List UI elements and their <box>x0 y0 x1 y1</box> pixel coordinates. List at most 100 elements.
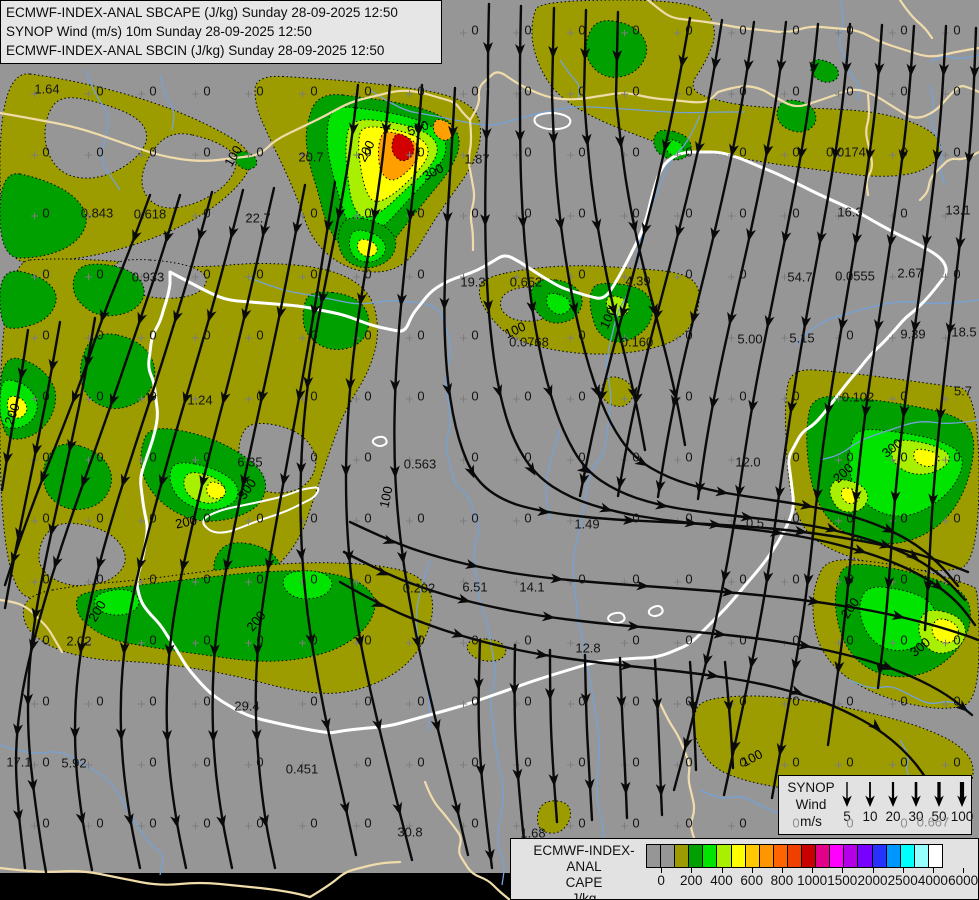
streamline-arrowhead-icon <box>568 301 579 316</box>
graticule-cross <box>567 90 574 98</box>
streamline-arrowhead-icon <box>579 472 590 487</box>
wind-scale-column: 5 <box>835 780 859 824</box>
graticule-cross <box>460 90 467 98</box>
graticule-cross <box>674 212 681 220</box>
cape-color-bar <box>646 844 943 868</box>
cape-tick <box>872 868 874 873</box>
streamline-arrowhead-icon <box>280 472 290 487</box>
graticule-cross <box>567 639 574 647</box>
graticule-cross <box>513 334 520 342</box>
river <box>929 54 979 63</box>
lake-outline-white <box>371 435 388 447</box>
graticule-cross <box>513 395 520 403</box>
streamline-arrowhead-icon <box>545 688 555 701</box>
streamline-arrowhead-icon <box>803 573 814 587</box>
streamline <box>616 18 724 498</box>
wind-down-arrow-icon <box>934 782 944 807</box>
streamline-arrowhead-icon <box>627 620 641 631</box>
streamline-arrowhead-icon <box>83 354 94 369</box>
graticule-cross <box>31 761 38 769</box>
wind-speed-label: 100 <box>950 809 974 824</box>
graticule-cross <box>31 273 38 281</box>
cape-swatch <box>829 844 845 868</box>
graticule-cross <box>889 151 896 159</box>
graticule-cross <box>31 90 38 98</box>
streamline-arrowhead-icon <box>619 305 630 320</box>
streamline <box>578 16 692 498</box>
graticule-cross <box>567 29 574 37</box>
streamline <box>583 653 594 822</box>
graticule-cross <box>138 761 145 769</box>
cape-region <box>38 522 126 587</box>
streamline-arrowhead-icon <box>439 297 450 311</box>
wind-speed-label: 50 <box>931 809 947 824</box>
streamline-arrowhead-icon <box>240 473 251 488</box>
graticule-cross <box>728 639 735 647</box>
cape-region <box>206 481 227 500</box>
streamline-arrowhead-icon <box>40 469 50 484</box>
graticule-cross <box>942 273 949 281</box>
streamline-arrowhead-icon <box>831 146 842 161</box>
streamline-arrowhead-icon <box>789 685 804 695</box>
graticule-cross <box>460 334 467 342</box>
streamline-arrowhead-icon <box>509 682 520 696</box>
streamline-arrowhead-icon <box>834 660 845 675</box>
graticule-cross <box>835 456 842 464</box>
graticule-cross <box>245 700 252 708</box>
streamline-arrowhead-icon <box>876 661 886 676</box>
graticule-cross <box>31 517 38 525</box>
streamline-arrowhead-icon <box>310 303 321 318</box>
graticule-cross <box>460 29 467 37</box>
graticule-cross <box>192 334 199 342</box>
graticule-cross <box>567 334 574 342</box>
streamline-arrowhead-icon <box>791 658 802 672</box>
graticule-cross <box>674 273 681 281</box>
streamline-arrowhead-icon <box>932 149 943 163</box>
streamline-arrowhead-icon <box>695 481 706 495</box>
country-border-tan <box>918 150 979 202</box>
graticule-cross <box>85 395 92 403</box>
graticule-cross <box>513 273 520 281</box>
graticule-cross <box>942 395 949 403</box>
streamline-arrowhead-icon <box>442 211 453 225</box>
river <box>159 74 175 131</box>
streamline-arrowhead-icon <box>381 122 392 136</box>
wind-scale-column: 100 <box>950 780 974 824</box>
streamline-arrowhead-icon <box>652 697 663 711</box>
streamline-arrowhead-icon <box>305 632 316 647</box>
streamline-arrowhead-icon <box>451 628 466 638</box>
streamline-arrowhead-icon <box>123 812 134 827</box>
streamline-arrowhead-icon <box>740 511 754 522</box>
streamline-arrowhead-icon <box>764 314 775 329</box>
graticule-cross <box>353 395 360 403</box>
graticule-cross <box>567 151 574 159</box>
cape-tick-label: 2000 <box>857 873 888 888</box>
graticule-cross <box>85 761 92 769</box>
graticule-cross <box>567 395 574 403</box>
graticule-cross <box>781 700 788 708</box>
streamline-arrowhead-icon <box>708 519 723 530</box>
streamline-arrowhead-icon <box>794 525 808 536</box>
graticule-cross <box>353 578 360 586</box>
graticule-cross <box>192 273 199 281</box>
streamline-arrowhead-icon <box>641 222 652 236</box>
streamline-arrowhead-icon <box>295 388 306 402</box>
graticule-cross <box>889 700 896 708</box>
streamline-arrowhead-icon <box>120 473 131 488</box>
graticule-cross <box>621 212 628 220</box>
streamline-arrowhead-icon <box>922 234 933 248</box>
country-border-tan <box>308 860 402 899</box>
graticule-cross <box>513 212 520 220</box>
graticule-cross <box>138 517 145 525</box>
wind-legend-title-line: Wind <box>795 797 827 812</box>
streamline-arrowhead-icon <box>132 229 142 243</box>
graticule-cross <box>942 761 949 769</box>
cape-region <box>356 238 378 258</box>
graticule-cross <box>299 273 306 281</box>
cape-swatch <box>815 844 831 868</box>
cape-regions-layer <box>0 0 979 834</box>
graticule-cross <box>31 822 38 830</box>
graticule-cross <box>781 578 788 586</box>
lake-outline-white <box>533 112 572 131</box>
streamline <box>614 96 687 447</box>
